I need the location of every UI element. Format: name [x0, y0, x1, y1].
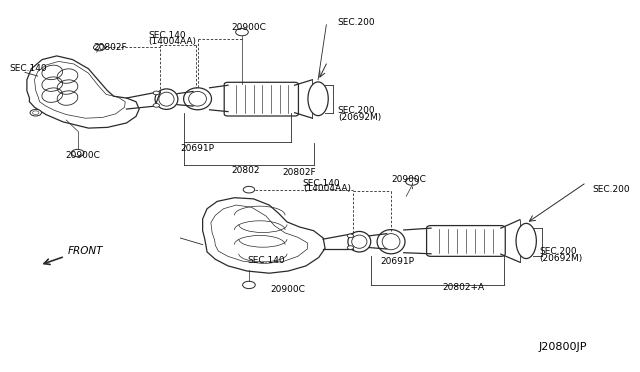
Text: J20800JP: J20800JP [539, 342, 588, 352]
Ellipse shape [406, 178, 419, 185]
Text: 20900C: 20900C [271, 285, 305, 294]
Text: 20802+A: 20802+A [442, 283, 484, 292]
Text: (20692M): (20692M) [338, 113, 381, 122]
Ellipse shape [348, 246, 354, 249]
Text: SEC.140: SEC.140 [303, 179, 340, 187]
Ellipse shape [236, 28, 248, 36]
Text: SEC.140: SEC.140 [9, 64, 47, 73]
Text: (20692M): (20692M) [539, 254, 582, 263]
Text: SEC.200: SEC.200 [539, 247, 577, 256]
Text: 20802: 20802 [231, 166, 260, 175]
Text: 20802F: 20802F [93, 43, 127, 52]
Text: SEC.200: SEC.200 [338, 106, 376, 115]
Text: SEC.140: SEC.140 [247, 256, 285, 265]
Text: FRONT: FRONT [67, 246, 103, 256]
Text: 20900C: 20900C [391, 175, 426, 184]
Text: 20691P: 20691P [380, 257, 414, 266]
Ellipse shape [348, 234, 354, 238]
Ellipse shape [71, 149, 84, 157]
Text: SEC.140: SEC.140 [148, 31, 186, 40]
Text: SEC.200: SEC.200 [338, 19, 376, 28]
Ellipse shape [308, 82, 328, 116]
Text: (14004AA): (14004AA) [303, 185, 351, 193]
Text: (14004AA): (14004AA) [148, 38, 196, 46]
Ellipse shape [30, 109, 42, 116]
Ellipse shape [243, 281, 255, 289]
Ellipse shape [93, 44, 105, 51]
Text: 20691P: 20691P [180, 144, 214, 153]
Ellipse shape [153, 103, 159, 107]
Text: 20900C: 20900C [231, 23, 266, 32]
Ellipse shape [516, 223, 536, 259]
Ellipse shape [153, 91, 159, 95]
Text: 20900C: 20900C [65, 151, 100, 160]
Text: 20802F: 20802F [282, 167, 316, 177]
Ellipse shape [243, 186, 255, 193]
Text: SEC.200: SEC.200 [593, 185, 630, 194]
